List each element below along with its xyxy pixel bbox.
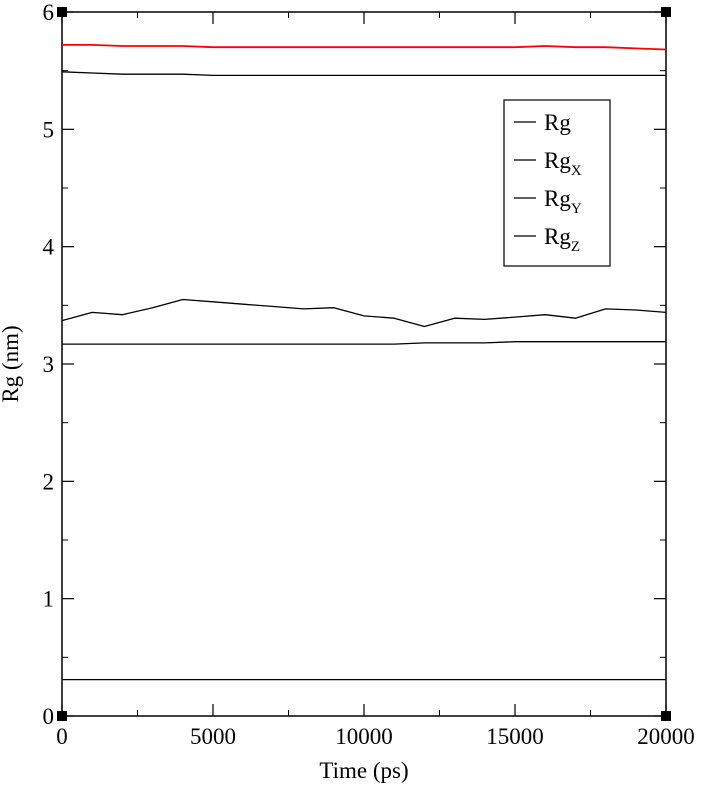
legend-label: RgY: [544, 186, 582, 217]
series-line-3: [61, 298, 667, 328]
y-tick-label: 1: [43, 587, 55, 612]
legend-label: RgZ: [544, 224, 580, 255]
legend-label-subscript: Y: [571, 201, 582, 217]
y-axis-title: Rg (nm): [0, 325, 23, 402]
legend-label: Rg: [544, 110, 571, 135]
x-axis-title: Time (ps): [319, 758, 408, 783]
data-series: [61, 44, 667, 681]
legend-label-base: Rg: [544, 186, 571, 211]
legend-label: RgX: [544, 148, 582, 179]
y-tick-label: 0: [43, 704, 55, 729]
x-tick-label: 5000: [190, 724, 236, 749]
corner-handle: [661, 7, 671, 17]
corner-handle: [57, 711, 67, 721]
legend-label-base: Rg: [544, 110, 571, 135]
y-tick-label: 3: [43, 352, 55, 377]
selection-handles: [57, 7, 671, 721]
x-tick-label: 10000: [335, 724, 393, 749]
series-line-4: [62, 341, 666, 345]
corner-handle: [57, 7, 67, 17]
axis-ticks: 0 5000 10000 15000 20000 0 1 2 3 4 5 6: [43, 0, 695, 749]
x-tick-label: 0: [56, 724, 68, 749]
y-tick-label: 5: [43, 117, 55, 142]
legend-label-subscript: Z: [571, 239, 580, 255]
y-tick-label: 4: [43, 235, 55, 260]
legend-label-subscript: X: [571, 163, 582, 179]
y-tick-label: 2: [43, 469, 55, 494]
y-tick-label: 6: [43, 0, 55, 25]
corner-handle: [661, 711, 671, 721]
series-line-2: [61, 71, 666, 77]
series-line-1: [62, 44, 667, 51]
legend-label-base: Rg: [544, 224, 571, 249]
x-tick-label: 15000: [486, 724, 544, 749]
x-tick-label: 20000: [637, 724, 695, 749]
legend-box: [503, 99, 611, 267]
legend-label-base: Rg: [544, 148, 571, 173]
